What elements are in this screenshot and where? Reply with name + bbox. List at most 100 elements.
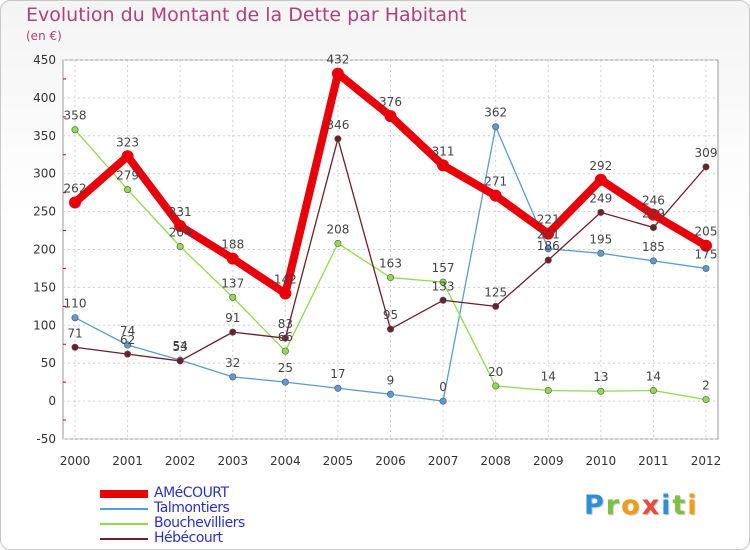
x-tick-label: 2010 <box>586 454 617 468</box>
data-point <box>649 224 657 232</box>
x-tick-label: 2011 <box>638 454 669 468</box>
data-label: 362 <box>484 106 507 120</box>
legend-swatch <box>100 490 148 498</box>
data-label: 201 <box>537 228 560 242</box>
x-tick-label: 2012 <box>691 454 722 468</box>
data-label: 54 <box>173 339 188 353</box>
data-label: 175 <box>695 247 718 261</box>
data-point <box>542 227 555 240</box>
data-label: 262 <box>64 182 87 196</box>
data-point <box>386 325 394 333</box>
y-tick-label: 150 <box>33 280 56 294</box>
data-label: 125 <box>484 285 507 299</box>
data-point <box>124 350 132 358</box>
data-label: 137 <box>221 276 244 290</box>
data-label: 432 <box>326 53 349 67</box>
x-tick-label: 2000 <box>60 454 91 468</box>
y-tick-label: 400 <box>33 91 56 105</box>
data-point <box>492 123 500 131</box>
data-point <box>334 135 342 143</box>
y-tick-label: 100 <box>33 318 56 332</box>
data-label: 32 <box>225 356 240 370</box>
legend-label: Bouchevilliers <box>154 515 245 531</box>
data-point <box>226 252 239 265</box>
data-label: 279 <box>116 169 139 183</box>
data-label: 204 <box>169 225 192 239</box>
data-point <box>492 302 500 310</box>
data-point <box>176 357 184 365</box>
data-label: 133 <box>432 279 455 293</box>
legend-swatch <box>100 508 148 510</box>
data-label: 195 <box>589 232 612 246</box>
data-point <box>124 186 132 194</box>
data-label: 2 <box>702 379 710 393</box>
data-label: 14 <box>541 369 556 383</box>
y-tick-label: 300 <box>33 167 56 181</box>
data-label: 13 <box>593 370 608 384</box>
data-label: 14 <box>646 369 661 383</box>
x-tick-label: 2001 <box>112 454 143 468</box>
data-label: 188 <box>221 238 244 252</box>
data-point <box>124 341 132 349</box>
data-point <box>71 343 79 351</box>
data-label: 110 <box>64 297 87 311</box>
y-tick-label: 250 <box>33 205 56 219</box>
data-label: 163 <box>379 257 402 271</box>
data-label: 249 <box>589 191 612 205</box>
data-point <box>281 347 289 355</box>
data-label: 231 <box>169 205 192 219</box>
data-label: 142 <box>274 272 297 286</box>
data-point <box>279 287 292 300</box>
data-point <box>702 396 710 404</box>
data-label: 246 <box>642 194 665 208</box>
data-point <box>229 373 237 381</box>
data-point <box>702 264 710 272</box>
data-point <box>492 382 500 390</box>
data-label: 74 <box>120 324 135 338</box>
y-tick-label: 350 <box>33 129 56 143</box>
proxiti-logo: Proxiti <box>584 490 699 521</box>
data-point <box>386 390 394 398</box>
chart-title: Evolution du Montant de la Dette par Hab… <box>26 4 467 26</box>
data-label: 208 <box>326 222 349 236</box>
x-tick-label: 2007 <box>428 454 459 468</box>
data-point <box>437 159 450 172</box>
data-label: 358 <box>64 109 87 123</box>
x-tick-label: 2004 <box>270 454 301 468</box>
data-point <box>544 256 552 264</box>
data-label: 91 <box>225 311 240 325</box>
data-label: 20 <box>488 365 503 379</box>
data-label: 66 <box>278 330 293 344</box>
data-point <box>597 387 605 395</box>
x-tick-label: 2009 <box>533 454 564 468</box>
data-point <box>229 328 237 336</box>
data-point <box>489 189 502 202</box>
data-point <box>439 397 447 405</box>
y-tick-label: 50 <box>41 356 56 370</box>
data-point <box>649 257 657 265</box>
data-point <box>386 274 394 282</box>
data-label: 71 <box>67 326 82 340</box>
data-point <box>384 110 397 123</box>
data-point <box>174 220 187 233</box>
x-tick-label: 2008 <box>480 454 511 468</box>
x-tick-label: 2002 <box>165 454 196 468</box>
data-label: 185 <box>642 240 665 254</box>
data-point <box>229 293 237 301</box>
data-point <box>439 278 447 286</box>
data-label: 17 <box>330 367 345 381</box>
legend-label: AMéCOURT <box>154 485 229 501</box>
data-label: 53 <box>173 340 188 354</box>
data-label: 323 <box>116 135 139 149</box>
data-point <box>281 334 289 342</box>
data-label: 95 <box>383 308 398 322</box>
data-label: 376 <box>379 95 402 109</box>
data-label: 157 <box>432 261 455 275</box>
data-point <box>121 150 134 163</box>
data-point <box>700 239 712 252</box>
y-tick-label: 0 <box>48 394 56 408</box>
data-point <box>597 249 605 257</box>
data-label: 0 <box>439 380 447 394</box>
y-tick-label: 450 <box>33 53 56 67</box>
data-label: 229 <box>642 207 665 221</box>
